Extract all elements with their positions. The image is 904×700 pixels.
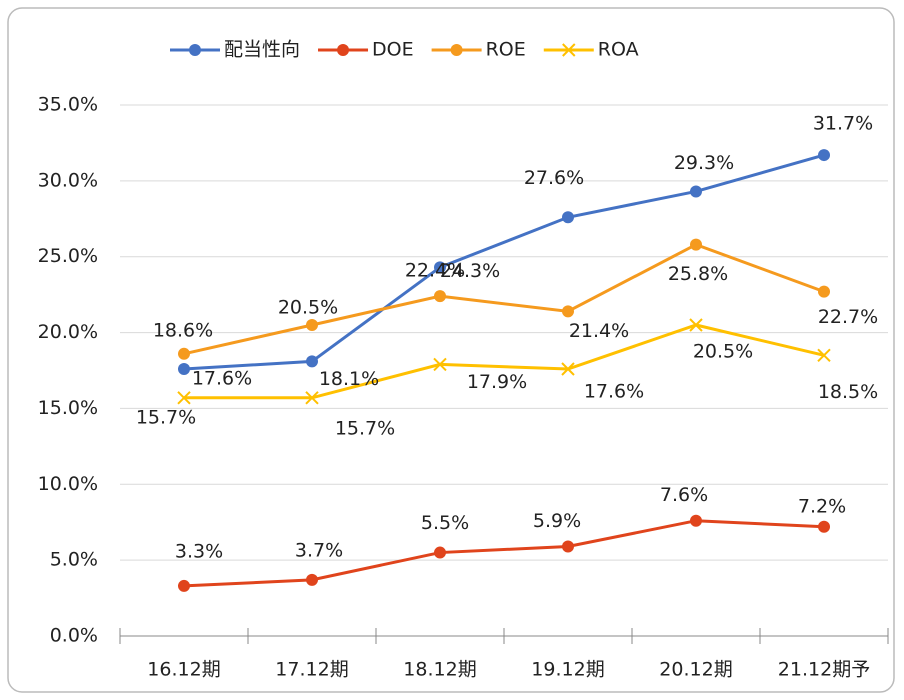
point-marker xyxy=(178,347,190,360)
point-marker xyxy=(689,318,703,332)
legend-marker xyxy=(450,44,463,56)
point-marker xyxy=(434,546,446,559)
data-label: 24.3% xyxy=(440,260,500,282)
y-tick-label: 0.0% xyxy=(50,625,98,647)
data-label: 21.4% xyxy=(569,320,629,342)
y-tick-label: 30.0% xyxy=(38,169,98,191)
data-label: 18.5% xyxy=(818,381,878,403)
point-marker xyxy=(818,149,830,162)
point-marker xyxy=(562,305,574,318)
data-label: 7.2% xyxy=(798,495,846,517)
y-tick-label: 20.0% xyxy=(38,321,98,343)
legend-marker xyxy=(562,43,576,57)
data-label: 20.5% xyxy=(693,340,753,362)
point-marker xyxy=(562,211,574,224)
point-marker xyxy=(690,514,702,527)
data-label: 17.6% xyxy=(192,367,252,389)
legend-label: DOE xyxy=(372,39,414,61)
point-marker xyxy=(818,520,830,533)
y-tick-label: 10.0% xyxy=(38,473,98,495)
data-label: 18.6% xyxy=(153,319,213,341)
series-line xyxy=(183,242,825,356)
data-label: 15.7% xyxy=(136,406,196,428)
data-label: 29.3% xyxy=(674,152,734,174)
data-label: 20.5% xyxy=(278,296,338,318)
legend-label: ROE xyxy=(486,39,526,61)
x-tick-label: 21.12期予 xyxy=(778,659,870,681)
point-marker xyxy=(306,318,318,331)
legend-label: ROA xyxy=(598,39,639,61)
y-tick-label: 15.0% xyxy=(38,397,98,419)
point-marker xyxy=(434,261,446,274)
y-tick-label: 35.0% xyxy=(38,94,98,116)
point-marker xyxy=(434,290,446,303)
x-tick-label: 17.12期 xyxy=(275,659,348,681)
legend-marker xyxy=(337,44,350,56)
data-label: 17.6% xyxy=(584,380,644,402)
series-line xyxy=(183,519,825,588)
data-label: 3.7% xyxy=(295,539,343,561)
data-label: 31.7% xyxy=(813,113,873,135)
data-label: 5.5% xyxy=(421,512,469,534)
point-marker xyxy=(305,391,319,405)
point-marker xyxy=(433,357,447,372)
x-tick-label: 19.12期 xyxy=(531,659,604,681)
data-label: 27.6% xyxy=(524,167,584,189)
data-label: 18.1% xyxy=(319,368,379,390)
data-label: 5.9% xyxy=(533,510,581,532)
point-marker xyxy=(178,362,190,375)
data-label: 7.6% xyxy=(660,484,708,506)
point-marker xyxy=(562,540,574,553)
point-marker xyxy=(690,238,702,251)
data-label: 15.7% xyxy=(335,417,395,439)
legend-marker xyxy=(189,44,201,56)
point-marker xyxy=(818,285,830,298)
series-line xyxy=(184,323,825,400)
frame xyxy=(7,7,895,693)
data-label: 17.9% xyxy=(467,371,527,393)
point-marker xyxy=(177,391,191,405)
point-marker xyxy=(817,348,831,363)
x-tick-label: 18.12期 xyxy=(403,659,476,681)
x-tick-label: 16.12期 xyxy=(147,659,220,681)
data-label: 22.7% xyxy=(818,306,878,328)
data-label: 3.3% xyxy=(175,540,223,562)
data-label: 22.4% xyxy=(405,260,465,282)
x-tick-label: 20.12期 xyxy=(659,659,732,681)
point-marker xyxy=(561,362,575,376)
point-marker xyxy=(306,573,318,586)
series-line xyxy=(183,153,825,371)
legend-label: 配当性向 xyxy=(224,39,300,61)
data-label: 25.8% xyxy=(668,263,728,285)
point-marker xyxy=(178,579,190,592)
point-marker xyxy=(690,185,702,198)
y-tick-label: 25.0% xyxy=(38,245,98,267)
y-tick-label: 5.0% xyxy=(50,549,98,571)
point-marker xyxy=(306,355,318,368)
